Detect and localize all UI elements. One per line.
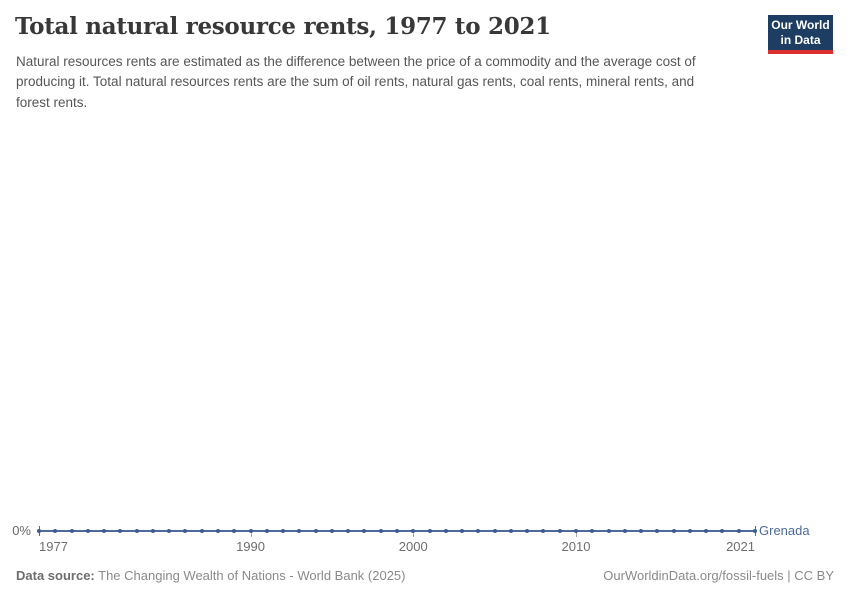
- data-point-2012[interactable]: [606, 529, 611, 533]
- data-point-1984[interactable]: [150, 529, 155, 533]
- data-point-2008[interactable]: [541, 529, 546, 533]
- data-point-2020[interactable]: [736, 529, 741, 533]
- data-point-1982[interactable]: [118, 529, 123, 533]
- x-axis-tick: [251, 532, 252, 537]
- page-title: Total natural resource rents, 1977 to 20…: [15, 13, 551, 40]
- data-point-1980[interactable]: [85, 529, 90, 533]
- data-point-1983[interactable]: [134, 529, 139, 533]
- data-point-1986[interactable]: [183, 529, 188, 533]
- y-axis-zero-label: 0%: [12, 523, 31, 538]
- data-point-1988[interactable]: [216, 529, 220, 533]
- data-point-2005[interactable]: [492, 529, 497, 533]
- data-point-2018[interactable]: [704, 529, 709, 533]
- data-point-1999[interactable]: [395, 529, 399, 533]
- data-point-1985[interactable]: [167, 529, 172, 533]
- data-point-2006[interactable]: [508, 529, 513, 533]
- x-axis-label: 1990: [236, 539, 265, 554]
- data-point-2016[interactable]: [671, 529, 676, 533]
- series-label-grenada[interactable]: Grenada: [759, 523, 810, 538]
- data-point-1998[interactable]: [378, 529, 383, 533]
- data-point-2003[interactable]: [460, 529, 465, 533]
- owid-logo[interactable]: Our World in Data: [768, 15, 833, 54]
- data-point-1977[interactable]: [37, 529, 41, 533]
- data-point-1997[interactable]: [362, 529, 367, 533]
- data-point-1994[interactable]: [313, 529, 318, 533]
- data-point-1995[interactable]: [329, 529, 334, 533]
- x-axis-tick: [576, 532, 577, 537]
- x-axis-tick: [413, 532, 414, 537]
- data-point-2015[interactable]: [655, 529, 660, 533]
- data-point-1987[interactable]: [199, 529, 204, 533]
- logo-line2: in Data: [780, 33, 821, 47]
- chart-footer: Data source: The Changing Wealth of Nati…: [16, 568, 834, 583]
- data-point-2002[interactable]: [443, 529, 448, 533]
- logo-line1: Our World: [771, 18, 830, 32]
- data-point-2019[interactable]: [720, 529, 725, 533]
- x-axis-label: 2000: [398, 539, 428, 554]
- data-point-2009[interactable]: [557, 529, 562, 533]
- data-point-1993[interactable]: [297, 529, 302, 533]
- data-point-2004[interactable]: [476, 529, 481, 533]
- data-point-1979[interactable]: [69, 529, 74, 533]
- data-point-1992[interactable]: [281, 529, 286, 533]
- data-point-2011[interactable]: [590, 529, 595, 533]
- data-point-2014[interactable]: [639, 529, 644, 533]
- data-point-2010[interactable]: [574, 529, 578, 533]
- x-axis-label: 2021: [726, 539, 755, 554]
- data-source-value: The Changing Wealth of Nations - World B…: [98, 568, 406, 583]
- data-source: Data source: The Changing Wealth of Nati…: [16, 568, 406, 583]
- chart-subtitle: Natural resources rents are estimated as…: [16, 54, 696, 110]
- data-point-1991[interactable]: [264, 529, 269, 533]
- data-point-1978[interactable]: [53, 529, 58, 533]
- data-point-2013[interactable]: [622, 529, 627, 533]
- data-point-2021[interactable]: [753, 529, 757, 533]
- data-point-1990[interactable]: [248, 529, 253, 533]
- data-source-label: Data source:: [16, 568, 95, 583]
- x-axis-label: 1977: [39, 539, 68, 554]
- data-point-2001[interactable]: [427, 529, 432, 533]
- data-point-1981[interactable]: [102, 529, 107, 533]
- x-axis-label: 2010: [561, 539, 591, 554]
- credit-link[interactable]: OurWorldinData.org/fossil-fuels | CC BY: [603, 568, 834, 583]
- data-point-1989[interactable]: [232, 529, 237, 533]
- data-point-2000[interactable]: [411, 529, 416, 533]
- data-point-2017[interactable]: [687, 529, 692, 533]
- data-point-1996[interactable]: [346, 529, 351, 533]
- data-point-2007[interactable]: [525, 529, 530, 533]
